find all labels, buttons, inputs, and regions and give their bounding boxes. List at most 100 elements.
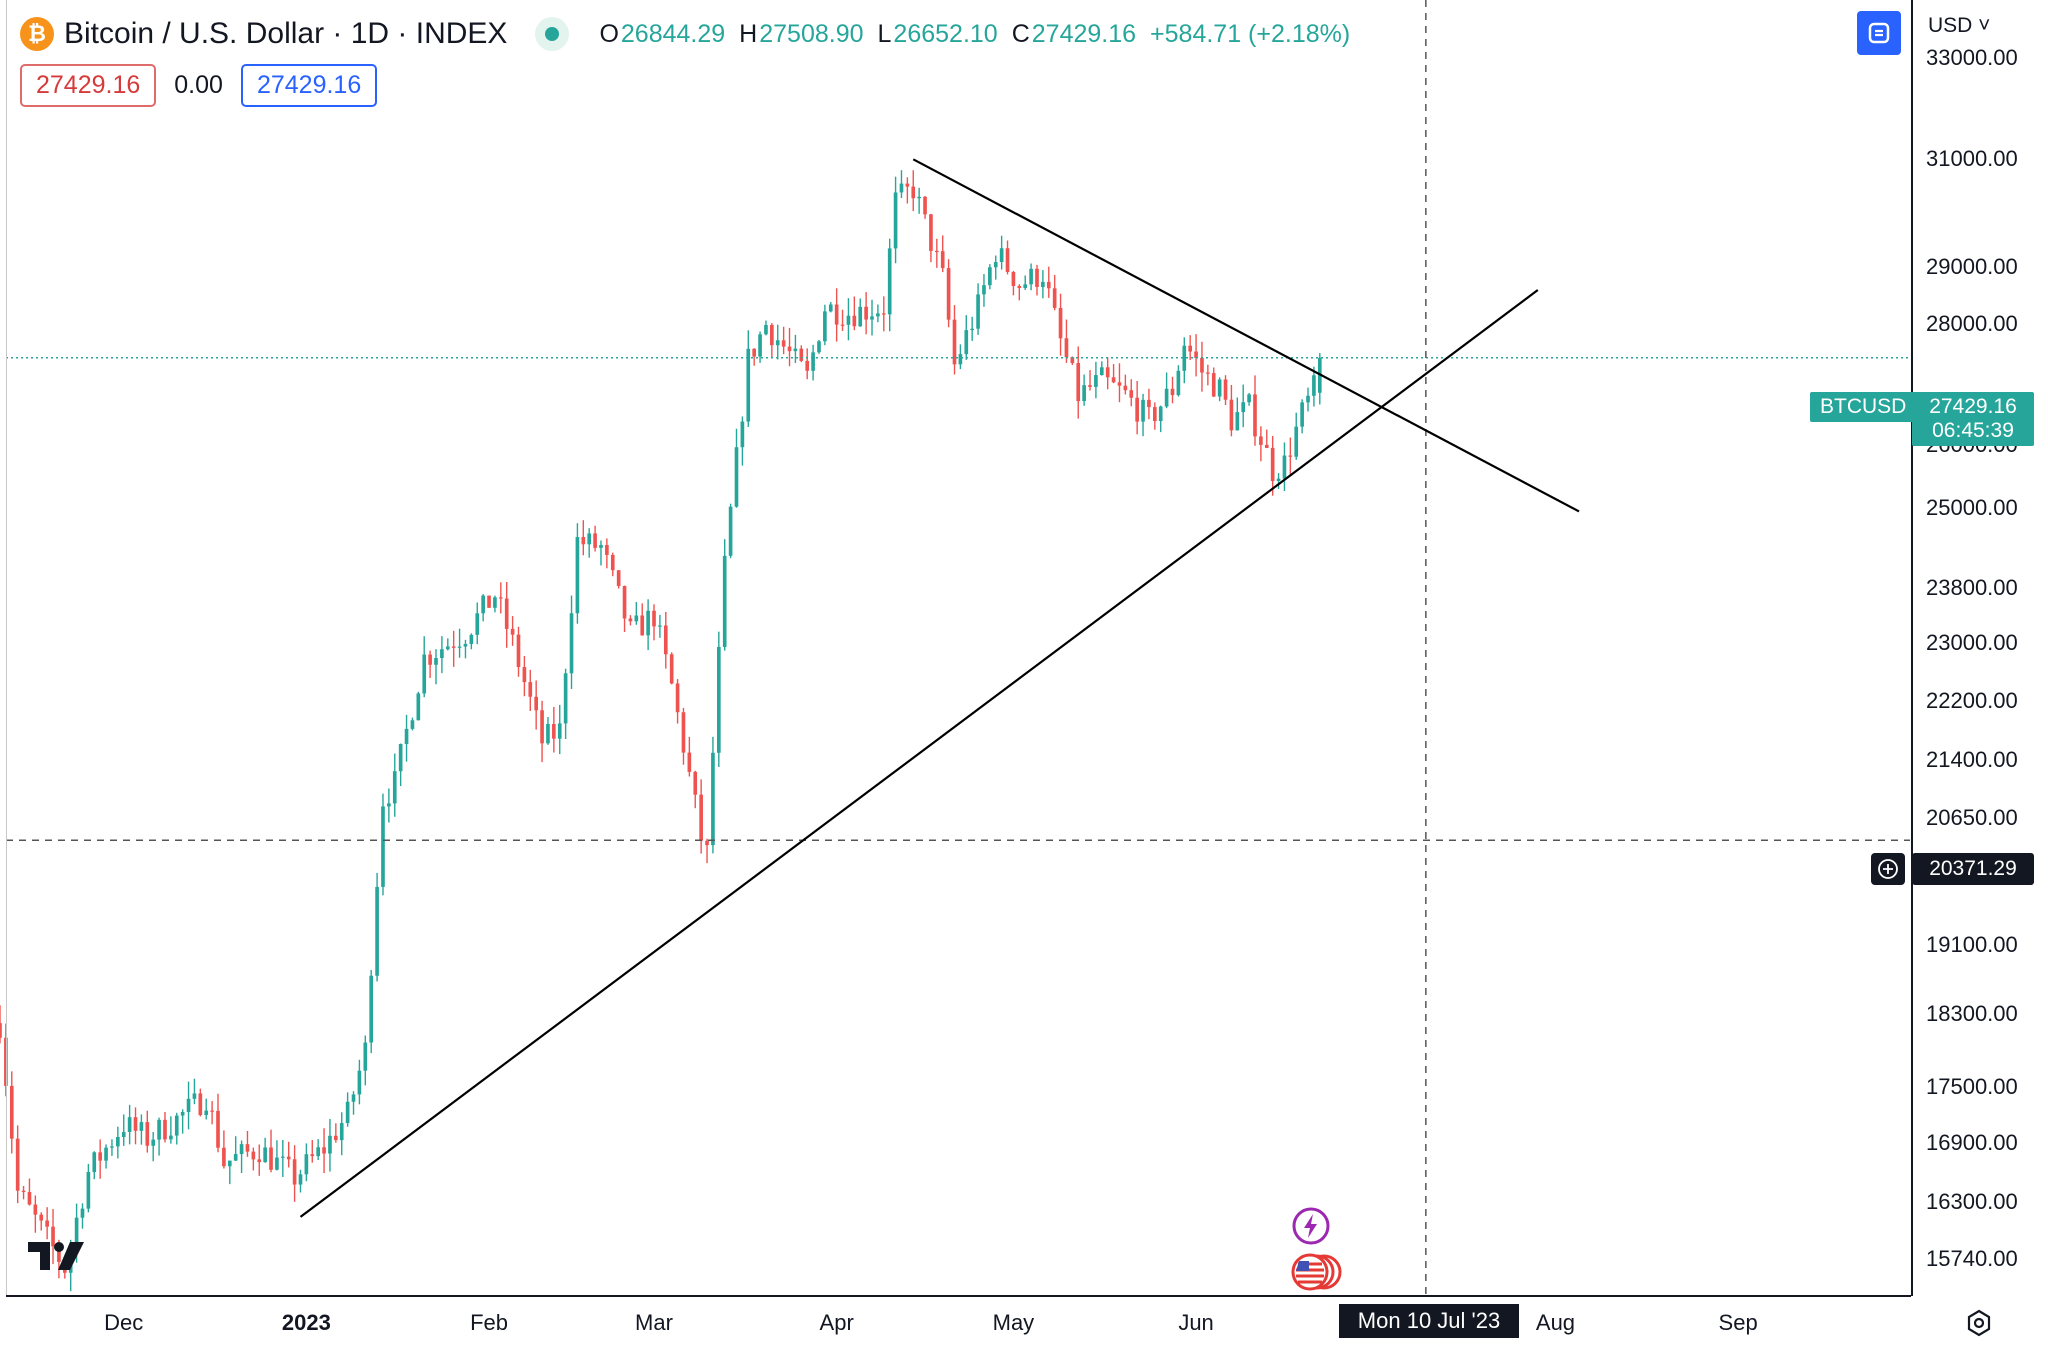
candle-body xyxy=(787,346,792,352)
candle-body xyxy=(263,1147,267,1163)
candle-body xyxy=(793,348,798,352)
candle-body xyxy=(522,667,527,683)
candle-body xyxy=(870,316,874,320)
candle-body xyxy=(893,192,898,249)
candle-body xyxy=(964,330,969,355)
candle-body xyxy=(457,646,462,648)
us-flag-event-icon[interactable] xyxy=(1290,1252,1344,1292)
candle-body xyxy=(422,654,427,694)
price-tick-label: 15740.00 xyxy=(1926,1245,2018,1271)
candle-body xyxy=(923,196,927,215)
candle-body xyxy=(952,319,957,365)
symbol-price-tag: BTCUSD xyxy=(1810,392,1917,422)
candle-body xyxy=(534,696,538,711)
candle-body xyxy=(1253,394,1257,437)
candle-body xyxy=(516,634,521,668)
crosshair-add-icon[interactable] xyxy=(1871,853,1905,885)
trendline-2[interactable] xyxy=(912,158,1580,513)
candle-body xyxy=(4,1037,8,1086)
candle-body xyxy=(852,315,857,327)
candle-body xyxy=(180,1112,185,1116)
candle-body xyxy=(80,1208,85,1218)
compare-icon[interactable] xyxy=(1857,11,1901,55)
candle-body xyxy=(98,1152,102,1161)
candle-body xyxy=(487,595,491,608)
candle-body xyxy=(775,340,780,346)
price-axis-divider xyxy=(1911,0,1913,1296)
candle-body xyxy=(292,1159,297,1185)
currency-selector[interactable]: USD ˅ xyxy=(1928,14,1991,37)
candle-body xyxy=(27,1192,32,1205)
candle-body xyxy=(163,1119,167,1140)
candle-body xyxy=(846,315,851,325)
candle-body xyxy=(911,186,916,199)
price-tick-label: 29000.00 xyxy=(1926,254,2018,280)
candle-body xyxy=(169,1135,173,1140)
candle-body xyxy=(828,304,833,312)
candle-body xyxy=(1094,375,1098,387)
candle-body xyxy=(581,537,586,545)
candle-body xyxy=(1141,399,1145,422)
candle-body xyxy=(1076,363,1081,402)
candle-body xyxy=(57,1246,61,1262)
chart-settings-icon[interactable] xyxy=(1962,1306,1996,1340)
candle-body xyxy=(988,267,992,286)
candle-body xyxy=(1188,345,1193,352)
candle-body xyxy=(1041,281,1045,287)
candle-body xyxy=(634,615,639,622)
candle-body xyxy=(970,328,975,331)
candle-body xyxy=(569,613,574,674)
sell-button[interactable]: 27429.16 xyxy=(20,64,157,107)
candle-body xyxy=(398,744,403,772)
candle-body xyxy=(51,1226,55,1247)
change-value: +584.71 (+2.18%) xyxy=(1150,19,1351,48)
candle-body xyxy=(363,1042,368,1071)
price-tick-label: 25000.00 xyxy=(1926,495,2018,521)
candle-body xyxy=(1270,447,1275,482)
candle-body xyxy=(1064,338,1069,358)
candle-body xyxy=(711,752,715,846)
candle-body xyxy=(1259,436,1263,445)
candle-body xyxy=(498,597,503,599)
candle-body xyxy=(310,1154,315,1157)
candle-body xyxy=(929,214,933,251)
candle-body xyxy=(404,728,409,745)
lightning-event-icon[interactable] xyxy=(1291,1206,1331,1246)
trendline-1[interactable] xyxy=(299,289,1539,1218)
candle-body xyxy=(133,1117,138,1131)
candle-body xyxy=(1247,394,1251,403)
candle-body xyxy=(504,598,509,629)
candle-body xyxy=(410,720,415,729)
close-label: C xyxy=(1011,19,1030,48)
candle-body xyxy=(1312,375,1316,396)
candle-body xyxy=(345,1101,350,1124)
candle-body xyxy=(216,1110,220,1148)
candle-body xyxy=(1200,357,1204,373)
candle-body xyxy=(1306,395,1310,403)
candle-body xyxy=(186,1098,191,1113)
candle-body xyxy=(481,595,485,614)
price-tick-label: 17500.00 xyxy=(1926,1073,2018,1099)
ohlc-legend: O 26844.29 H 27508.90 L 26652.10 C 27429.16 … xyxy=(599,20,1350,49)
symbol-title[interactable]: Bitcoin / U.S. Dollar · 1D · INDEX xyxy=(64,17,508,50)
candle-body xyxy=(369,975,374,1043)
candle-body xyxy=(1229,399,1234,431)
candle-body xyxy=(74,1217,79,1246)
candle-body xyxy=(469,634,474,644)
buy-button[interactable]: 27429.16 xyxy=(240,64,378,107)
candle-body xyxy=(239,1144,244,1155)
candle-body xyxy=(286,1156,291,1160)
candle-body xyxy=(440,649,444,659)
candle-body xyxy=(1046,281,1051,289)
candle-body xyxy=(174,1115,179,1136)
candle-body xyxy=(758,334,762,357)
price-tick-label: 22200.00 xyxy=(1926,687,2018,713)
candle-body xyxy=(428,654,432,665)
candle-body xyxy=(510,628,515,635)
candle-body xyxy=(1264,444,1269,448)
candle-body xyxy=(546,723,550,744)
price-tick-label: 20650.00 xyxy=(1926,805,2018,831)
candle-body xyxy=(1017,286,1022,288)
candle-body xyxy=(1147,399,1151,408)
